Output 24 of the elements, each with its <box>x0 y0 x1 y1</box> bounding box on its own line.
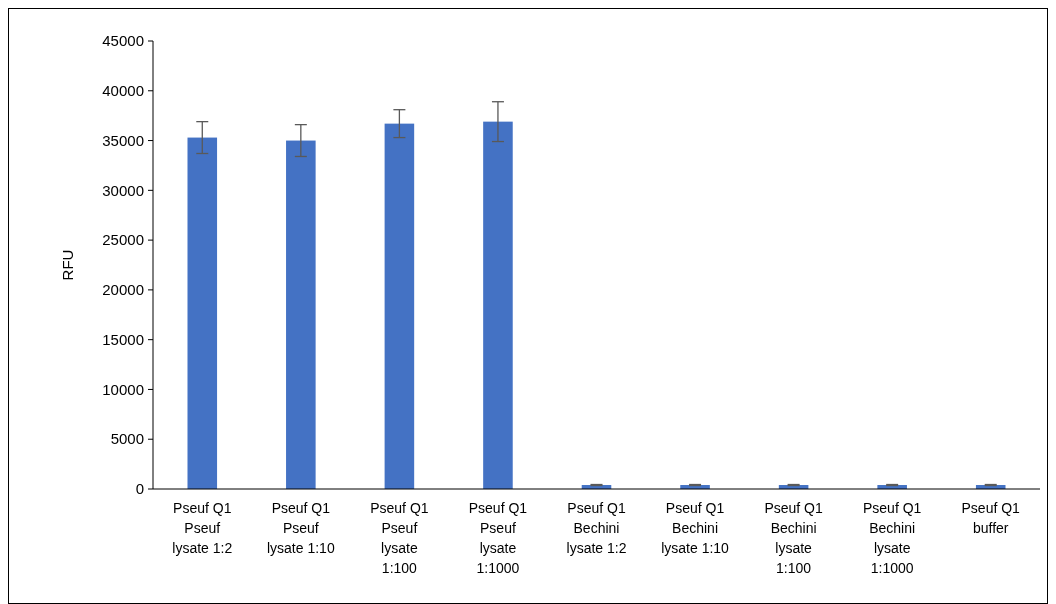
y-tick-label: 10000 <box>102 380 144 398</box>
bar <box>286 140 316 489</box>
y-tick-label: 35000 <box>102 131 144 149</box>
y-tick-label: 5000 <box>110 430 144 448</box>
x-tick-label: Pseuf Q1 Pseuf lysate 1:10 <box>266 500 335 556</box>
x-tick-label: Pseuf Q1 Bechini lysate 1:100 <box>764 500 823 576</box>
x-tick-label: Pseuf Q1 Bechini lysate 1:1000 <box>862 500 922 576</box>
y-tick-label: 15000 <box>102 330 144 348</box>
x-tick-label: Pseuf Q1 Pseuf lysate 1:1000 <box>468 500 528 576</box>
bar <box>384 123 415 489</box>
bar <box>483 121 513 489</box>
y-tick-label: 20000 <box>102 281 144 299</box>
y-tick-label: 30000 <box>102 181 144 199</box>
x-tick-label: Pseuf Q1 buffer <box>961 500 1021 536</box>
bar <box>187 137 218 489</box>
y-tick-label: 25000 <box>102 231 144 249</box>
x-tick-label: Pseuf Q1 Pseuf lysate 1:2 <box>172 500 233 556</box>
y-tick-label: 0 <box>135 480 144 498</box>
y-tick-label: 40000 <box>102 82 144 100</box>
y-tick-label: 45000 <box>102 32 144 50</box>
x-tick-label: Pseuf Q1 Bechini lysate 1:2 <box>566 500 627 556</box>
x-tick-label: Pseuf Q1 Bechini lysate 1:10 <box>661 500 730 556</box>
x-tick-label: Pseuf Q1 Pseuf lysate 1:100 <box>370 500 429 576</box>
y-axis-title: RFU <box>59 249 76 281</box>
